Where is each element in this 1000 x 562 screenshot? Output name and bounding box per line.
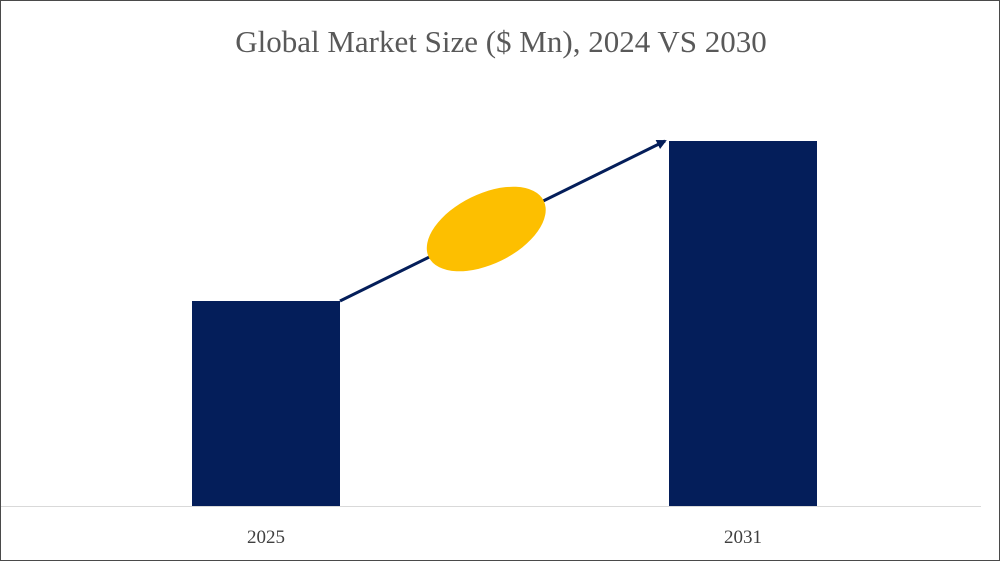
bar-2031 [669, 141, 817, 506]
bar-2025 [192, 301, 340, 506]
x-tick-label-2031: 2031 [724, 527, 762, 548]
growth-marker [426, 186, 546, 272]
chart-title: Global Market Size ($ Mn), 2024 VS 2030 [235, 24, 767, 59]
plot-area: 2025 2031 [1, 139, 981, 548]
x-tick-label-2025: 2025 [247, 527, 285, 548]
